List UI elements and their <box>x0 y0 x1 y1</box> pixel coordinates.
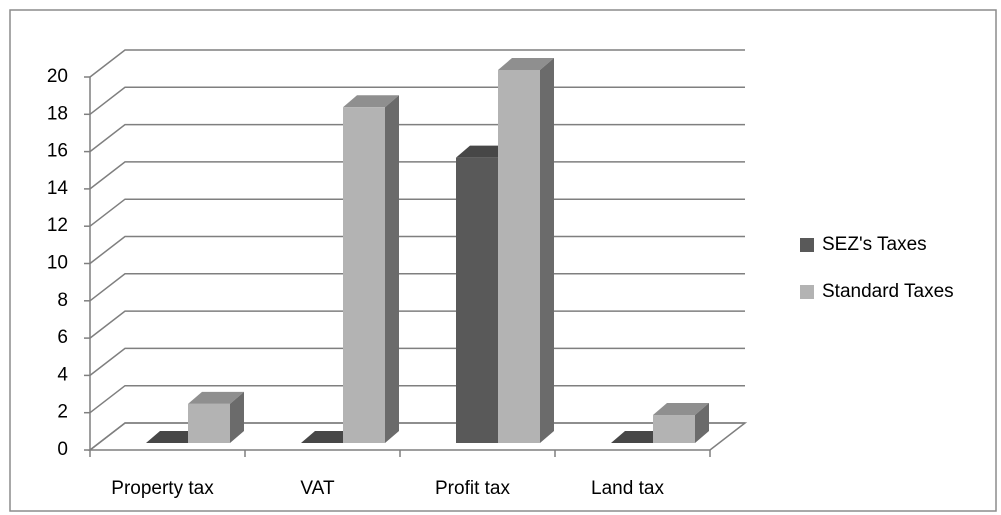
bar-side <box>230 391 244 443</box>
bar-front <box>343 107 385 444</box>
y-tick-label: 10 <box>47 253 68 274</box>
bar-top <box>653 403 709 416</box>
y-tick-label: 6 <box>57 327 68 348</box>
y-tick-label: 2 <box>57 402 68 423</box>
x-tick-label: Land tax <box>591 478 664 499</box>
bar <box>188 391 244 443</box>
bar-front <box>653 415 695 443</box>
y-tick-label: 0 <box>57 439 68 460</box>
bar <box>498 58 554 443</box>
x-tick-label: Property tax <box>111 478 214 499</box>
bar-front <box>456 157 498 443</box>
y-tick-label: 20 <box>47 66 68 87</box>
y-tick-label: 14 <box>47 178 69 199</box>
y-tick-label: 4 <box>57 364 68 385</box>
y-tick-label: 16 <box>47 141 68 162</box>
y-tick-label: 12 <box>47 215 68 236</box>
legend-label: SEZ's Taxes <box>822 234 927 255</box>
y-tick-label: 18 <box>47 103 68 124</box>
bar-top <box>498 58 554 70</box>
bar-side <box>540 58 554 443</box>
x-tick-label: VAT <box>300 478 335 499</box>
legend-label: Standard Taxes <box>822 281 954 302</box>
legend-swatch <box>800 285 814 299</box>
bar-side <box>695 403 709 443</box>
bar-side <box>385 95 399 444</box>
legend-swatch <box>800 238 814 252</box>
bar-top <box>343 95 399 108</box>
bar-top <box>188 391 244 404</box>
y-tick-label: 8 <box>57 290 68 311</box>
x-tick-label: Profit tax <box>435 478 510 499</box>
bar <box>653 403 709 443</box>
bar-front <box>498 70 540 443</box>
grid-line <box>89 49 745 78</box>
bar <box>343 95 399 444</box>
bar-front <box>188 403 230 443</box>
